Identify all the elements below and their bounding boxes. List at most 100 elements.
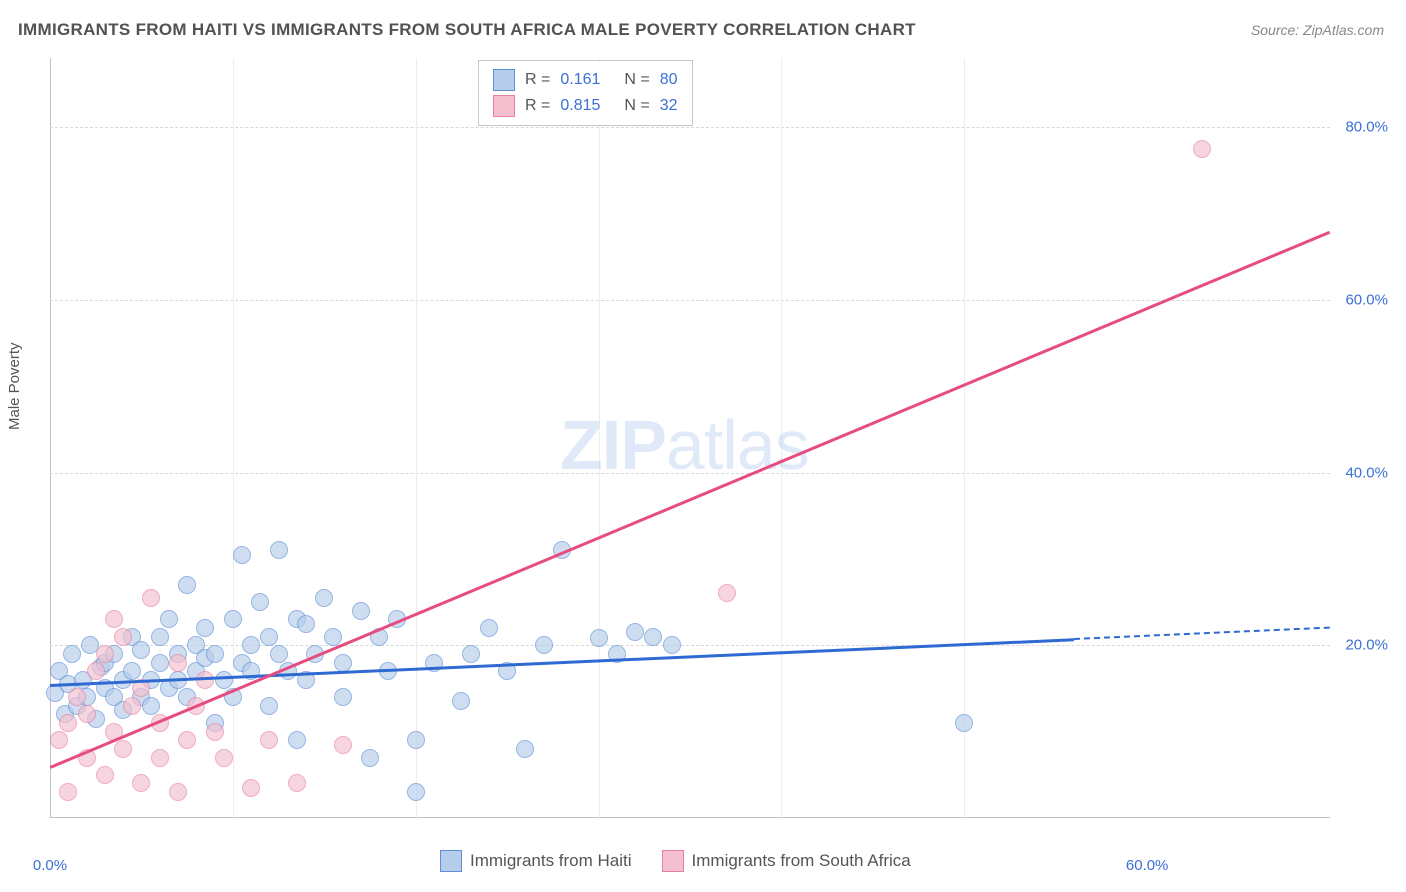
gridline-h bbox=[50, 473, 1330, 474]
y-tick-label: 40.0% bbox=[1345, 464, 1388, 481]
scatter-point bbox=[270, 541, 288, 559]
scatter-point bbox=[123, 697, 141, 715]
scatter-point bbox=[178, 731, 196, 749]
scatter-point bbox=[63, 645, 81, 663]
scatter-point bbox=[215, 671, 233, 689]
scatter-point bbox=[215, 749, 233, 767]
scatter-point bbox=[260, 731, 278, 749]
gridline-h bbox=[50, 300, 1330, 301]
scatter-point bbox=[96, 766, 114, 784]
scatter-point bbox=[132, 641, 150, 659]
scatter-point bbox=[59, 783, 77, 801]
scatter-point bbox=[206, 645, 224, 663]
legend-r-label: R = bbox=[525, 71, 550, 89]
scatter-point bbox=[663, 636, 681, 654]
legend-stat-row: R = 0.815 N = 32 bbox=[493, 93, 678, 119]
legend-series-label: Immigrants from South Africa bbox=[692, 851, 911, 871]
scatter-point bbox=[288, 731, 306, 749]
scatter-point bbox=[105, 610, 123, 628]
legend-r-label: R = bbox=[525, 97, 550, 115]
scatter-point bbox=[516, 740, 534, 758]
legend-r-value: 0.161 bbox=[560, 71, 600, 89]
legend-series: Immigrants from Haiti Immigrants from Sou… bbox=[440, 850, 911, 872]
scatter-point bbox=[114, 740, 132, 758]
scatter-point bbox=[288, 774, 306, 792]
scatter-point bbox=[955, 714, 973, 732]
scatter-point bbox=[535, 636, 553, 654]
legend-n-value: 32 bbox=[660, 97, 678, 115]
gridline-v bbox=[599, 58, 600, 818]
scatter-point bbox=[1193, 140, 1211, 158]
legend-swatch bbox=[440, 850, 462, 872]
scatter-point bbox=[407, 783, 425, 801]
legend-swatch bbox=[493, 69, 515, 91]
x-tick-label: 60.0% bbox=[1126, 857, 1169, 874]
scatter-point bbox=[407, 731, 425, 749]
scatter-point bbox=[87, 662, 105, 680]
scatter-point bbox=[251, 593, 269, 611]
scatter-point bbox=[59, 714, 77, 732]
legend-series-label: Immigrants from Haiti bbox=[470, 851, 632, 871]
scatter-point bbox=[142, 589, 160, 607]
scatter-point bbox=[334, 736, 352, 754]
legend-series-item: Immigrants from South Africa bbox=[662, 850, 911, 872]
legend-r-value: 0.815 bbox=[560, 97, 600, 115]
legend-stats: R = 0.161 N = 80 R = 0.815 N = 32 bbox=[478, 60, 693, 126]
legend-n-value: 80 bbox=[660, 71, 678, 89]
scatter-point bbox=[224, 610, 242, 628]
scatter-point bbox=[626, 623, 644, 641]
scatter-point bbox=[169, 654, 187, 672]
y-axis-label: Male Poverty bbox=[6, 342, 23, 430]
scatter-point bbox=[78, 705, 96, 723]
scatter-point bbox=[480, 619, 498, 637]
scatter-point bbox=[315, 589, 333, 607]
gridline-v bbox=[964, 58, 965, 818]
scatter-point bbox=[334, 654, 352, 672]
scatter-point bbox=[151, 654, 169, 672]
legend-swatch bbox=[662, 850, 684, 872]
scatter-point bbox=[68, 688, 86, 706]
scatter-point bbox=[123, 662, 141, 680]
y-tick-label: 60.0% bbox=[1345, 291, 1388, 308]
scatter-point bbox=[452, 692, 470, 710]
scatter-point bbox=[644, 628, 662, 646]
legend-stat-row: R = 0.161 N = 80 bbox=[493, 67, 678, 93]
source-attribution: Source: ZipAtlas.com bbox=[1251, 22, 1384, 38]
scatter-point bbox=[334, 688, 352, 706]
scatter-point bbox=[297, 615, 315, 633]
gridline-v bbox=[416, 58, 417, 818]
y-tick-label: 20.0% bbox=[1345, 637, 1388, 654]
scatter-point bbox=[260, 697, 278, 715]
scatter-point bbox=[151, 628, 169, 646]
scatter-point bbox=[196, 619, 214, 637]
scatter-point bbox=[96, 645, 114, 663]
scatter-point bbox=[160, 610, 178, 628]
scatter-point bbox=[242, 779, 260, 797]
gridline-v bbox=[781, 58, 782, 818]
scatter-point bbox=[590, 629, 608, 647]
scatter-point bbox=[169, 783, 187, 801]
scatter-point bbox=[260, 628, 278, 646]
scatter-point bbox=[151, 749, 169, 767]
scatter-point bbox=[50, 731, 68, 749]
scatter-point bbox=[233, 546, 251, 564]
scatter-point bbox=[361, 749, 379, 767]
legend-n-label: N = bbox=[624, 71, 649, 89]
scatter-point bbox=[132, 774, 150, 792]
legend-swatch bbox=[493, 95, 515, 117]
chart-title: IMMIGRANTS FROM HAITI VS IMMIGRANTS FROM… bbox=[18, 20, 916, 40]
scatter-point bbox=[242, 636, 260, 654]
y-tick-label: 80.0% bbox=[1345, 119, 1388, 136]
legend-series-item: Immigrants from Haiti bbox=[440, 850, 632, 872]
legend-n-label: N = bbox=[624, 97, 649, 115]
scatter-point bbox=[462, 645, 480, 663]
scatter-point bbox=[114, 628, 132, 646]
scatter-point bbox=[270, 645, 288, 663]
scatter-point bbox=[178, 576, 196, 594]
scatter-point bbox=[206, 723, 224, 741]
x-tick-label: 0.0% bbox=[33, 857, 67, 874]
scatter-point bbox=[352, 602, 370, 620]
scatter-point bbox=[718, 584, 736, 602]
plot-area bbox=[50, 58, 1330, 818]
scatter-point bbox=[142, 697, 160, 715]
